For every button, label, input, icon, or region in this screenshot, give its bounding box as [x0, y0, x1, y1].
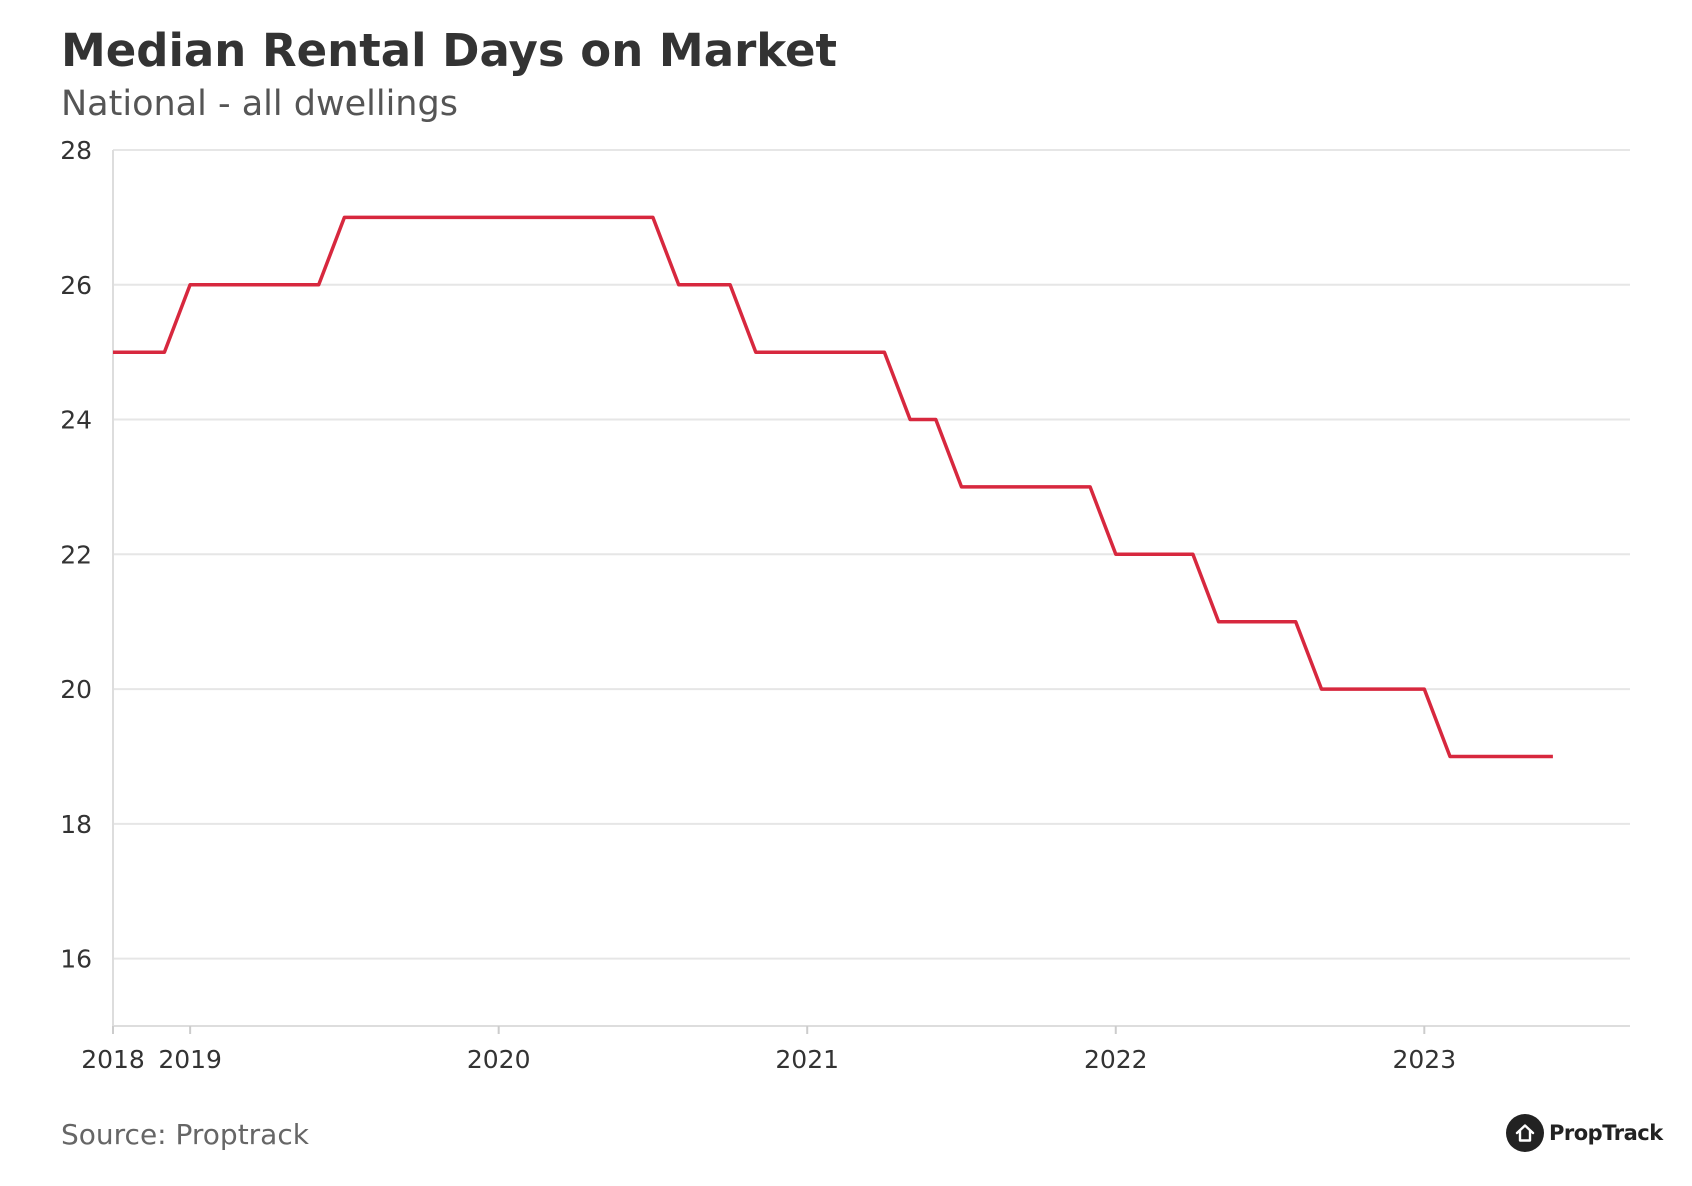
x-tick-label: 2023	[1392, 1045, 1456, 1074]
x-tick-label: 2020	[467, 1045, 531, 1074]
source-note: Source: Proptrack	[61, 1118, 309, 1151]
y-tick-label: 16	[60, 945, 92, 974]
x-tick-label: 2021	[775, 1045, 839, 1074]
x-tick-label: 2022	[1084, 1045, 1148, 1074]
x-tick-label: 2018	[81, 1045, 145, 1074]
chart-title: Median Rental Days on Market	[61, 24, 838, 77]
y-tick-labels: 16 18 20 22 24 26 28	[60, 136, 92, 974]
series-line	[113, 215, 1553, 759]
logo-text: PropTrack	[1549, 1121, 1663, 1145]
axes	[112, 150, 1630, 1034]
chart-subtitle: National - all dwellings	[61, 84, 458, 124]
y-tick-label: 20	[60, 675, 92, 704]
x-tick-label: 2019	[158, 1045, 222, 1074]
y-tick-label: 28	[60, 136, 92, 165]
series	[113, 215, 1553, 759]
house-icon	[1506, 1114, 1544, 1152]
y-tick-label: 22	[60, 540, 92, 569]
proptrack-logo: PropTrack	[1506, 1114, 1663, 1152]
gridlines	[113, 149, 1630, 960]
y-tick-label: 26	[60, 271, 92, 300]
y-tick-label: 24	[60, 406, 92, 435]
y-tick-label: 18	[60, 810, 92, 839]
x-tick-labels: 2018 2019 2020 2021 2022 2023	[81, 1045, 1456, 1074]
